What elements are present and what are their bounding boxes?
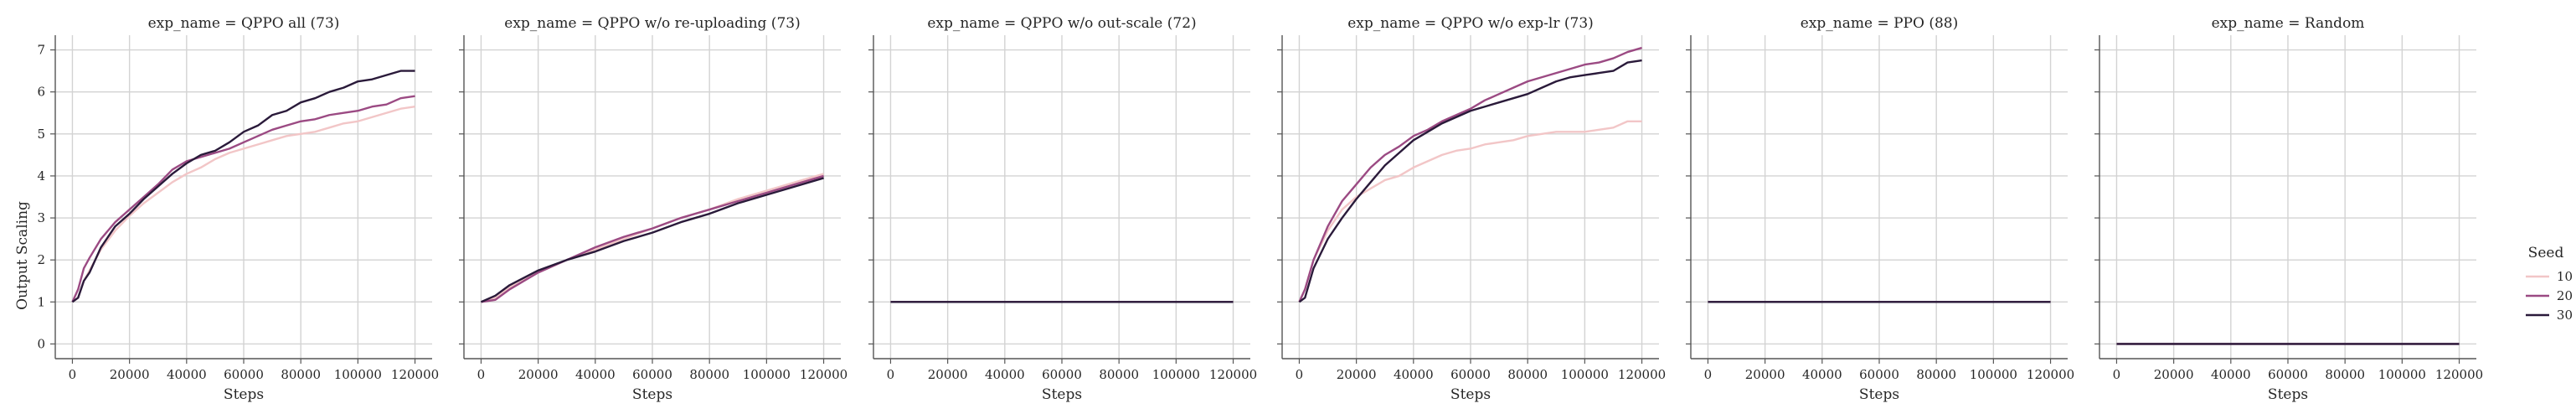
x-tick-label: 60000 bbox=[1859, 367, 1899, 382]
x-tick-label: 40000 bbox=[575, 367, 616, 382]
x-tick-label: 120000 bbox=[2027, 367, 2074, 382]
facet-panels: exp_name = QPPO all (73) 0 1 2 3 4 5 6 7 0 20000 40… bbox=[37, 15, 2483, 403]
x-axis-label: Steps bbox=[632, 386, 672, 403]
x-tick-label: 100000 bbox=[743, 367, 791, 382]
x-tick-label: 20000 bbox=[2154, 367, 2194, 382]
facet-panel: exp_name = QPPO w/o exp-lr (73) 0 20000 400… bbox=[1277, 15, 1666, 403]
x-tick-label: 60000 bbox=[1042, 367, 1082, 382]
x-tick-label: 100000 bbox=[1561, 367, 1609, 382]
x-tick-label: 100000 bbox=[1152, 367, 1200, 382]
x-tick-label: 40000 bbox=[985, 367, 1025, 382]
x-tick-label: 40000 bbox=[1394, 367, 1434, 382]
series-line bbox=[481, 173, 824, 303]
x-tick-label: 120000 bbox=[2435, 367, 2483, 382]
x-tick-label: 40000 bbox=[1802, 367, 1842, 382]
y-tick-label: 1 bbox=[37, 294, 45, 309]
x-tick-label: 0 bbox=[887, 367, 895, 382]
y-tick-label: 7 bbox=[37, 43, 45, 58]
x-tick-label: 120000 bbox=[1618, 367, 1666, 382]
facet-panel: exp_name = QPPO all (73) 0 1 2 3 4 5 6 7 0 20000 40… bbox=[37, 15, 439, 403]
series-line bbox=[1298, 120, 1642, 303]
x-tick-label: 120000 bbox=[800, 367, 848, 382]
y-tick-label: 6 bbox=[37, 85, 45, 100]
x-tick-label: 40000 bbox=[2211, 367, 2251, 382]
x-tick-label: 20000 bbox=[1745, 367, 1785, 382]
y-tick-label: 2 bbox=[37, 252, 45, 267]
x-tick-label: 80000 bbox=[1916, 367, 1956, 382]
x-tick-label: 20000 bbox=[110, 367, 150, 382]
facet-panel: exp_name = Random 0 20000 40000 60000 80000 10… bbox=[2094, 15, 2483, 403]
x-tick-label: 20000 bbox=[518, 367, 559, 382]
legend-label: 20 bbox=[2557, 288, 2573, 303]
legend: Seed 10 20 30 bbox=[2526, 245, 2573, 323]
x-tick-label: 0 bbox=[1704, 367, 1713, 382]
x-tick-label: 80000 bbox=[1507, 367, 1548, 382]
x-tick-label: 60000 bbox=[224, 367, 264, 382]
x-axis-label: Steps bbox=[2268, 386, 2308, 403]
x-tick-label: 20000 bbox=[928, 367, 968, 382]
series-line bbox=[481, 174, 824, 303]
x-axis-label: Steps bbox=[1042, 386, 1082, 403]
facet-title: exp_name = QPPO w/o exp-lr (73) bbox=[1347, 15, 1594, 32]
x-tick-label: 0 bbox=[2113, 367, 2121, 382]
x-tick-label: 100000 bbox=[1970, 367, 2017, 382]
series-line bbox=[71, 95, 415, 303]
facet-panel: exp_name = QPPO w/o out-scale (72) 0 20000… bbox=[868, 15, 1257, 403]
x-tick-label: 80000 bbox=[1099, 367, 1139, 382]
y-tick-label: 3 bbox=[37, 210, 45, 225]
x-tick-label: 60000 bbox=[2268, 367, 2308, 382]
x-tick-label: 80000 bbox=[281, 367, 321, 382]
series-line bbox=[1298, 46, 1642, 303]
x-tick-label: 100000 bbox=[2378, 367, 2426, 382]
facet-title: exp_name = PPO (88) bbox=[1801, 15, 1958, 32]
legend-title: Seed bbox=[2528, 245, 2564, 261]
y-tick-label: 4 bbox=[37, 168, 45, 184]
x-tick-label: 120000 bbox=[391, 367, 439, 382]
series-line bbox=[71, 106, 415, 303]
x-tick-label: 0 bbox=[69, 367, 77, 382]
y-tick-label: 0 bbox=[37, 336, 45, 351]
x-tick-label: 120000 bbox=[1209, 367, 1257, 382]
legend-label: 30 bbox=[2557, 308, 2573, 323]
series-line bbox=[1298, 59, 1642, 303]
facet-panel: exp_name = PPO (88) 0 20000 40000 60000 80000… bbox=[1686, 15, 2074, 403]
y-axis-label: Output Scaling bbox=[14, 201, 31, 310]
x-axis-label: Steps bbox=[1450, 386, 1491, 403]
x-axis-label: Steps bbox=[1859, 386, 1899, 403]
x-tick-label: 20000 bbox=[1337, 367, 1377, 382]
x-tick-label: 60000 bbox=[632, 367, 672, 382]
x-tick-label: 40000 bbox=[167, 367, 207, 382]
y-tick-label: 5 bbox=[37, 127, 45, 142]
x-tick-label: 100000 bbox=[334, 367, 382, 382]
facet-title: exp_name = QPPO all (73) bbox=[148, 15, 340, 32]
facet-panel: exp_name = QPPO w/o re-uploading (73) 0 20… bbox=[459, 15, 848, 403]
x-tick-label: 80000 bbox=[2325, 367, 2365, 382]
facet-title: exp_name = Random bbox=[2212, 15, 2365, 32]
x-tick-label: 0 bbox=[1296, 367, 1304, 382]
x-tick-label: 60000 bbox=[1450, 367, 1491, 382]
legend-label: 10 bbox=[2557, 269, 2573, 284]
facet-title: exp_name = QPPO w/o re-uploading (73) bbox=[504, 15, 800, 32]
facet-title: exp_name = QPPO w/o out-scale (72) bbox=[927, 15, 1196, 32]
series-line bbox=[71, 70, 415, 303]
x-tick-label: 80000 bbox=[689, 367, 729, 382]
series-line bbox=[480, 177, 824, 303]
x-tick-label: 0 bbox=[477, 367, 486, 382]
x-axis-label: Steps bbox=[224, 386, 264, 403]
